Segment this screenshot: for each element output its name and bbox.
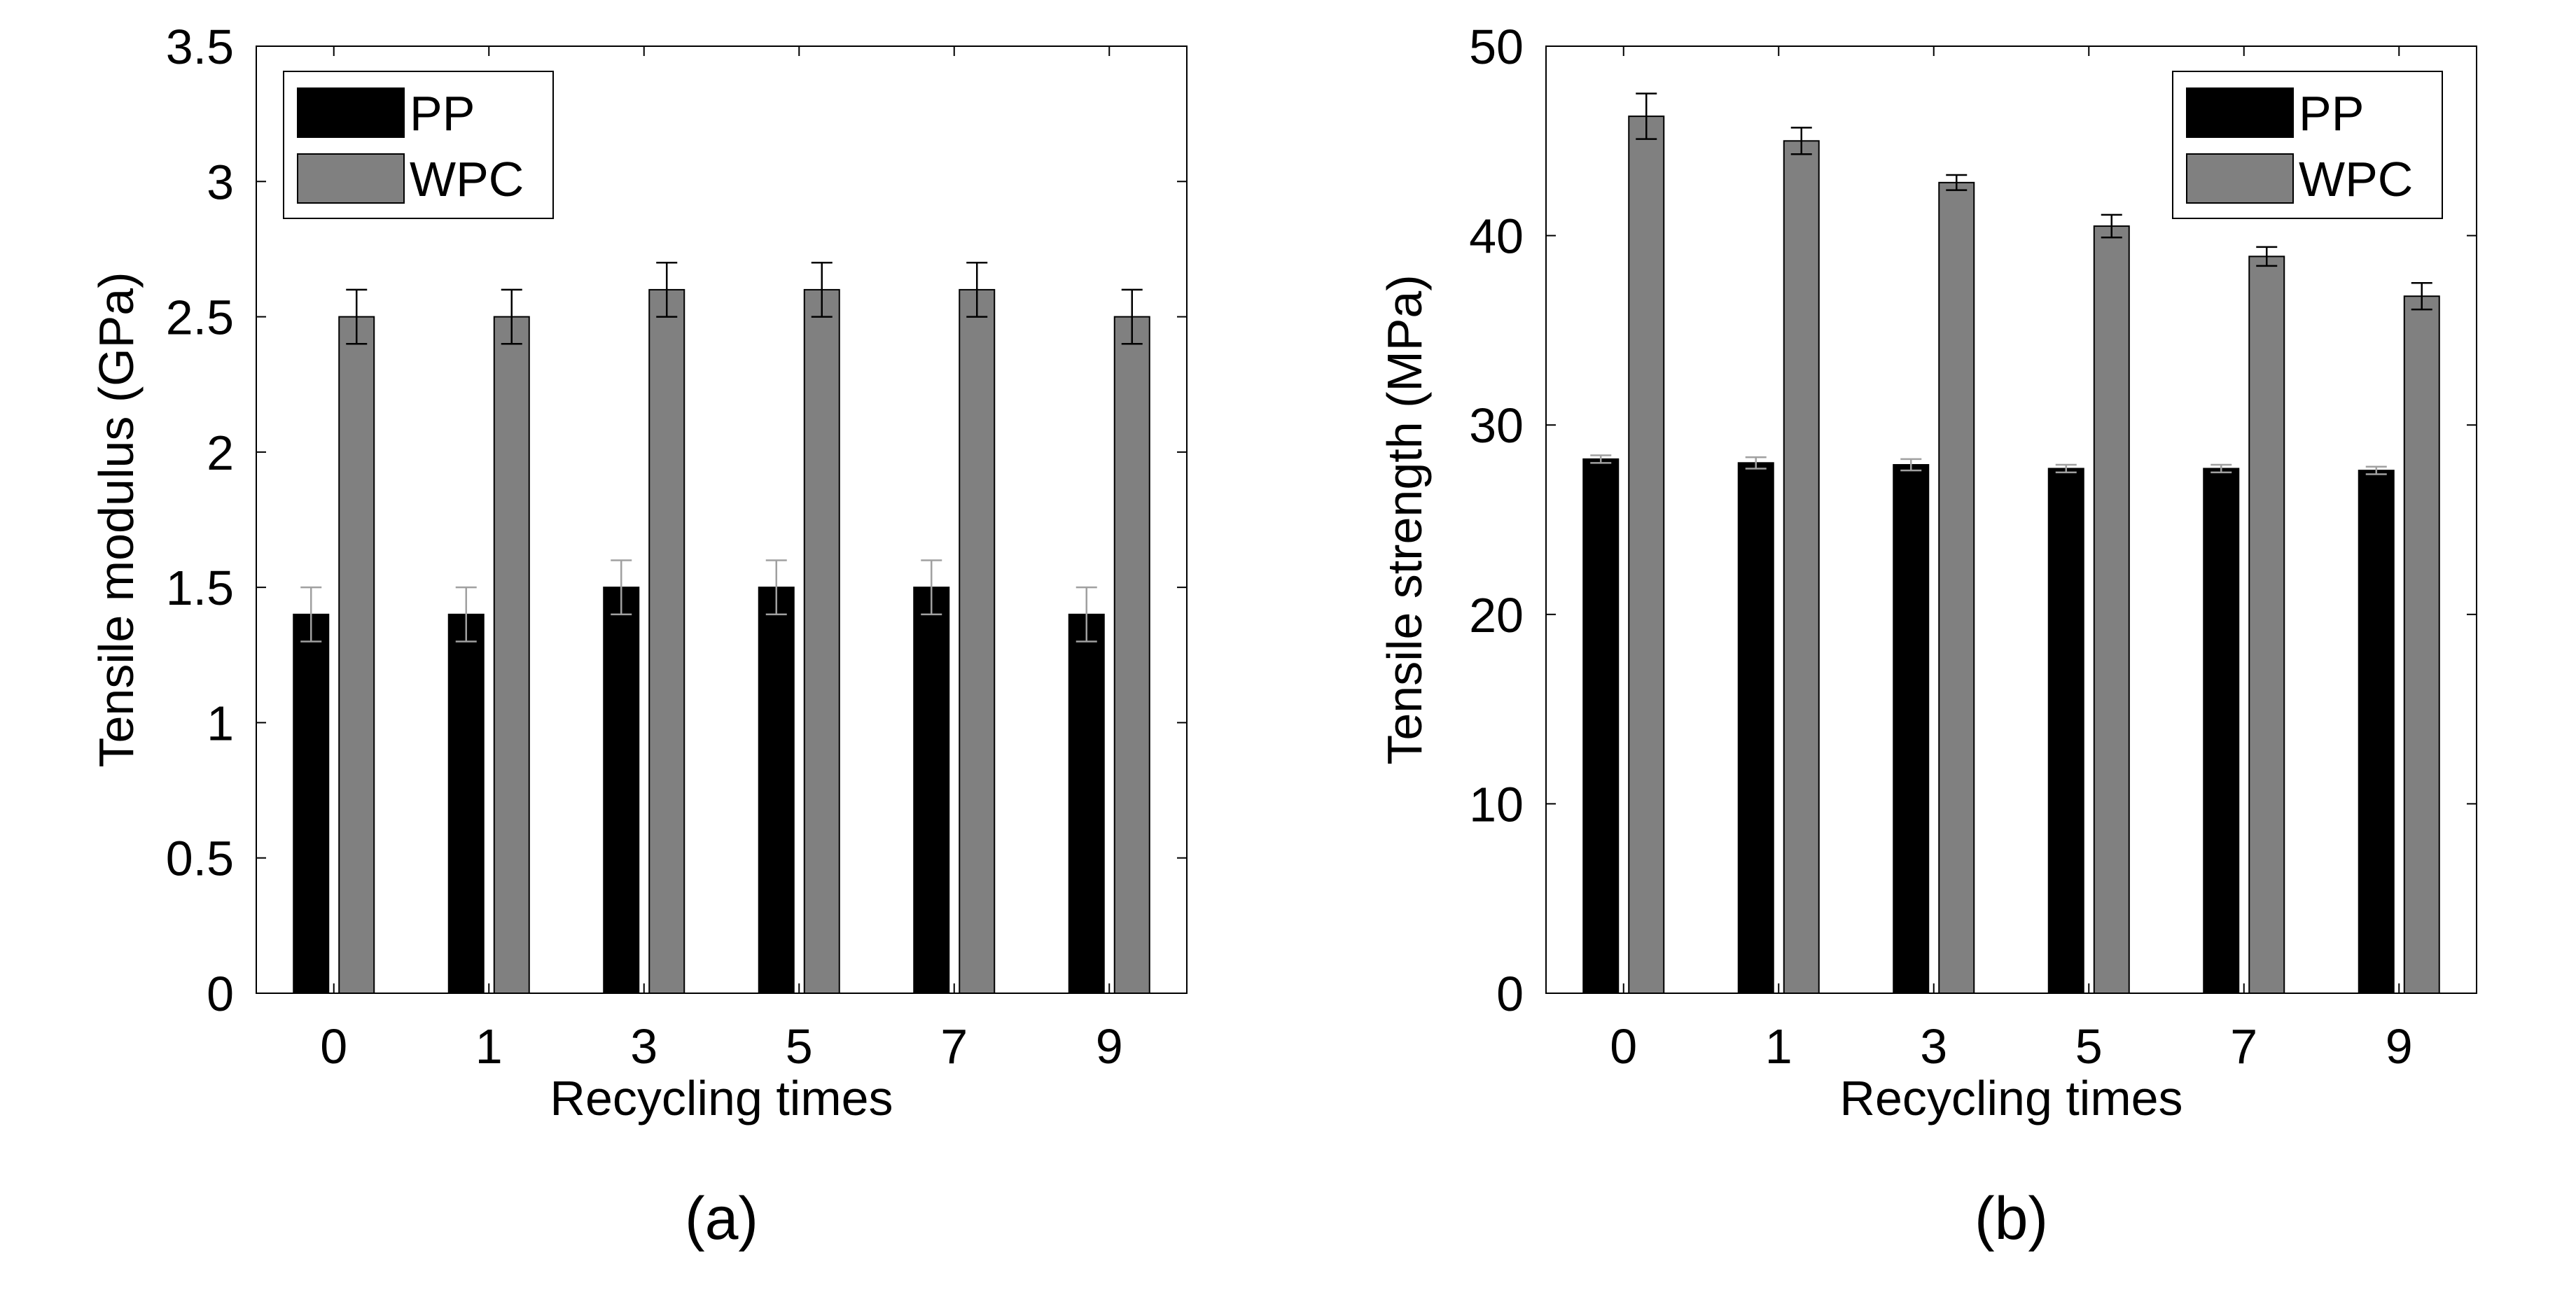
x-tick-label: 5 xyxy=(2075,1019,2103,1074)
bar-pp-0 xyxy=(293,613,330,994)
y-tick-label: 50 xyxy=(1469,20,1524,74)
x-tick-label: 7 xyxy=(2230,1019,2257,1074)
y-tick-label: 2.5 xyxy=(166,290,234,345)
plot-frame xyxy=(1545,45,2477,994)
y-tick-label: 0 xyxy=(207,967,234,1021)
x-axis-title: Recycling times xyxy=(1839,1071,2182,1126)
legend-swatch-wpc xyxy=(2186,153,2294,204)
x-tick-label: 7 xyxy=(940,1019,968,1074)
x-tick-label: 0 xyxy=(320,1019,347,1074)
legend-label-wpc: WPC xyxy=(2299,152,2413,206)
bar-pp-3 xyxy=(1893,464,1930,994)
legend: PP WPC xyxy=(2172,71,2443,219)
legend-swatch-pp xyxy=(297,87,405,138)
y-tick-label: 3.5 xyxy=(166,20,234,74)
x-tick-label: 9 xyxy=(2386,1019,2413,1074)
x-axis-title: Recycling times xyxy=(550,1071,893,1126)
bar-wpc-1 xyxy=(1783,140,1820,994)
y-tick-label: 0 xyxy=(1496,967,1524,1021)
chart-panel-1: 0 0.5 1 1.5 2 2.5 3 3.5 0 1 3 5 7 9 PP WPC Recycling tim… xyxy=(89,20,1188,1252)
bar-wpc-7 xyxy=(959,288,996,994)
bar-wpc-0 xyxy=(1628,115,1665,995)
panel-label: (b) xyxy=(1975,1185,2048,1252)
bar-pp-9 xyxy=(1068,613,1105,994)
y-tick-label: 10 xyxy=(1469,777,1524,832)
bar-pp-5 xyxy=(758,587,795,994)
bar-pp-1 xyxy=(1737,462,1774,994)
legend-label-pp: PP xyxy=(2299,86,2364,141)
y-tick-label: 1 xyxy=(207,696,234,750)
y-tick-label: 2 xyxy=(207,426,234,480)
y-tick-label: 1.5 xyxy=(166,561,234,615)
bar-pp-9 xyxy=(2358,470,2395,994)
bar-pp-5 xyxy=(2047,468,2084,994)
y-tick-label: 20 xyxy=(1469,588,1524,643)
y-tick-label: 0.5 xyxy=(166,832,234,886)
legend-label-wpc: WPC xyxy=(410,152,524,206)
y-axis-title: Tensile strength (MPa) xyxy=(1377,274,1432,764)
legend-swatch-wpc xyxy=(297,153,405,204)
legend-label-pp: PP xyxy=(410,86,475,141)
y-axis-title: Tensile modulus (GPa) xyxy=(89,272,144,767)
bar-wpc-3 xyxy=(648,288,685,994)
x-tick-label: 1 xyxy=(475,1019,503,1074)
bar-pp-0 xyxy=(1582,458,1620,994)
x-tick-label: 3 xyxy=(630,1019,657,1074)
bar-wpc-9 xyxy=(2403,295,2440,994)
panel-label: (a) xyxy=(685,1185,758,1252)
bar-wpc-0 xyxy=(338,316,375,995)
bar-wpc-5 xyxy=(803,288,840,994)
y-tick-label: 3 xyxy=(207,155,234,209)
chart-panel-2: 0 10 20 30 40 50 0 1 3 5 7 9 PP WPC Recycling times Ten… xyxy=(1377,20,2477,1252)
legend: PP WPC xyxy=(283,71,554,219)
y-tick-label: 40 xyxy=(1469,209,1524,264)
x-tick-label: 9 xyxy=(1096,1019,1123,1074)
x-tick-label: 3 xyxy=(1920,1019,1947,1074)
y-tick-label: 30 xyxy=(1469,398,1524,453)
bar-wpc-5 xyxy=(2093,225,2130,995)
bar-wpc-9 xyxy=(1113,316,1150,995)
legend-swatch-pp xyxy=(2186,87,2294,138)
bar-pp-7 xyxy=(2203,468,2240,994)
x-tick-label: 1 xyxy=(1765,1019,1792,1074)
x-tick-label: 0 xyxy=(1610,1019,1637,1074)
bar-pp-3 xyxy=(603,587,640,994)
plot-frame xyxy=(256,45,1188,994)
bar-wpc-1 xyxy=(493,316,530,995)
bar-pp-1 xyxy=(447,613,485,994)
bar-wpc-7 xyxy=(2248,255,2285,995)
bar-wpc-3 xyxy=(1938,181,1975,994)
bar-pp-7 xyxy=(913,587,950,994)
x-tick-label: 5 xyxy=(786,1019,813,1074)
